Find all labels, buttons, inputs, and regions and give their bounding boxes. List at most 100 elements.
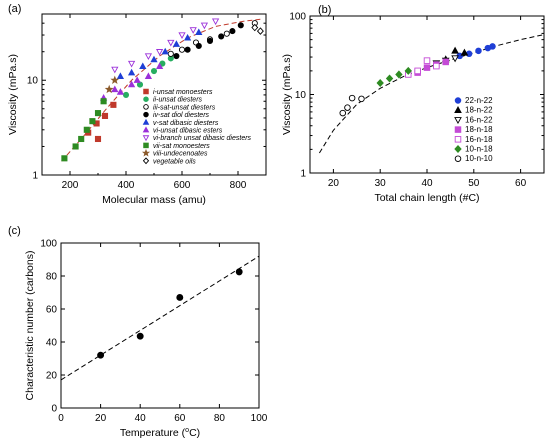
legend-marker bbox=[143, 88, 149, 95]
data-point bbox=[489, 43, 496, 50]
data-point bbox=[89, 118, 96, 125]
data-point bbox=[144, 72, 153, 79]
data-point bbox=[127, 68, 136, 76]
fit-line bbox=[318, 34, 545, 154]
data-point bbox=[110, 101, 117, 108]
data-point bbox=[176, 294, 184, 301]
data-point bbox=[385, 74, 394, 83]
y-tick-label: 100 bbox=[40, 239, 57, 250]
data-point bbox=[111, 85, 119, 93]
data-point bbox=[251, 23, 259, 32]
data-point bbox=[136, 332, 144, 340]
y-axis-title: Viscosity (mPa.s) bbox=[281, 54, 293, 135]
y-tick-label: 100 bbox=[289, 12, 306, 23]
y-tick-label: 10 bbox=[295, 90, 307, 101]
legend-label: 10-n-10 bbox=[465, 154, 493, 163]
legend-label: 16-n-18 bbox=[465, 135, 493, 144]
y-tick-label: 20 bbox=[46, 371, 58, 382]
legend-label: iv-sat diol diesters bbox=[153, 112, 210, 119]
data-point bbox=[172, 40, 181, 47]
x-axis-title: Molecular mass (amu) bbox=[102, 194, 206, 206]
data-point bbox=[475, 47, 482, 55]
plot-frame bbox=[60, 242, 260, 409]
legend-label: 18-n-18 bbox=[465, 125, 493, 134]
data-point bbox=[200, 22, 209, 30]
x-axis-title: Total chain length (#C) bbox=[374, 192, 479, 204]
legend-marker bbox=[143, 104, 149, 110]
data-point bbox=[178, 32, 186, 39]
data-point bbox=[127, 60, 136, 68]
legend-marker bbox=[142, 157, 150, 165]
data-point bbox=[111, 66, 119, 74]
data-point bbox=[339, 109, 347, 117]
x-axis-title-sup: o bbox=[185, 427, 189, 434]
x-axis-title-main: Temperature ( bbox=[120, 427, 186, 439]
legend-label: 18-n-22 bbox=[465, 106, 493, 115]
x-tick-label: 50 bbox=[468, 178, 480, 189]
x-tick-label: 100 bbox=[251, 413, 268, 424]
data-point bbox=[223, 30, 230, 37]
data-point bbox=[167, 39, 175, 47]
data-point bbox=[235, 268, 243, 276]
legend-marker bbox=[454, 97, 462, 104]
data-point bbox=[348, 94, 356, 102]
x-tick-label: 20 bbox=[95, 413, 107, 424]
data-point bbox=[167, 50, 174, 57]
panel-label: (a) bbox=[8, 3, 21, 15]
data-point bbox=[133, 76, 141, 83]
legend-label: vi-unsat dibasic esters bbox=[153, 128, 223, 135]
data-point bbox=[442, 58, 449, 66]
data-point bbox=[211, 18, 220, 26]
x-tick-label: 800 bbox=[230, 180, 247, 191]
x-tick-label: 200 bbox=[62, 180, 79, 191]
data-point bbox=[358, 95, 365, 103]
legend-marker bbox=[143, 142, 149, 149]
legend-label: 22-n-22 bbox=[465, 96, 493, 105]
data-point bbox=[414, 67, 421, 75]
data-point bbox=[155, 49, 164, 56]
legend-label: viii-undecenoates bbox=[153, 151, 208, 158]
y-tick-label: 0 bbox=[51, 404, 57, 415]
legend-marker bbox=[141, 148, 151, 157]
legend-marker bbox=[454, 106, 462, 114]
data-point bbox=[433, 62, 440, 70]
data-point bbox=[218, 33, 225, 40]
data-point bbox=[127, 80, 136, 88]
x-tick-label: 60 bbox=[515, 178, 527, 189]
data-point bbox=[150, 55, 158, 63]
legend-marker bbox=[454, 144, 462, 154]
legend-marker bbox=[142, 118, 150, 125]
data-point bbox=[61, 155, 68, 162]
legend-marker bbox=[454, 155, 462, 162]
legend-marker bbox=[142, 135, 150, 142]
data-point bbox=[460, 48, 469, 56]
data-point bbox=[78, 135, 85, 143]
data-point bbox=[173, 52, 180, 60]
legend-label: ii-unsat diesters bbox=[153, 97, 203, 104]
x-tick-label: 40 bbox=[421, 178, 433, 189]
data-point bbox=[256, 27, 264, 35]
data-point bbox=[423, 57, 431, 64]
data-point bbox=[344, 104, 351, 111]
data-point bbox=[122, 91, 130, 98]
data-point bbox=[139, 62, 147, 70]
y-axis-title: Viscosity (mPa.s) bbox=[7, 54, 19, 135]
legend-label: iii-sat-unsat diesters bbox=[153, 104, 216, 111]
data-point bbox=[155, 62, 164, 70]
legend-label: vi-branch unsat dibasic diesters bbox=[153, 135, 252, 142]
legend-label: v-sat dibasic diesters bbox=[153, 120, 219, 127]
data-point bbox=[116, 88, 125, 95]
y-tick-label: 1 bbox=[300, 169, 306, 180]
panel-label: (b) bbox=[318, 4, 331, 16]
data-point bbox=[150, 68, 158, 75]
legend-marker bbox=[454, 126, 462, 133]
legend-label: 10-n-18 bbox=[465, 145, 493, 154]
legend-label: i-unsat monoesters bbox=[153, 89, 213, 96]
plot-frame bbox=[309, 15, 545, 174]
legend-marker bbox=[454, 136, 462, 143]
data-point bbox=[451, 46, 459, 54]
data-point bbox=[110, 75, 120, 84]
y-tick-label: 40 bbox=[46, 338, 58, 349]
x-tick-label: 40 bbox=[135, 413, 147, 424]
